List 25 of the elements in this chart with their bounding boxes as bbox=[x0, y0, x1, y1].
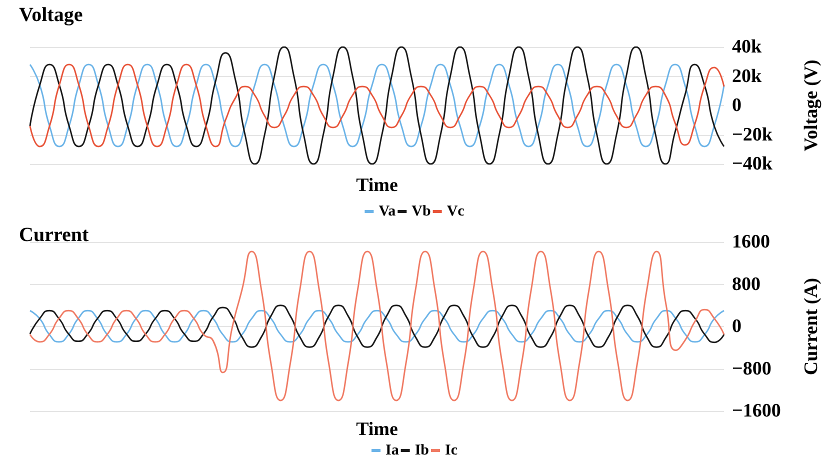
legend-label: Ic bbox=[445, 442, 458, 458]
y-tick-label: 0 bbox=[732, 95, 742, 116]
y-tick-label: −20k bbox=[732, 124, 773, 146]
y-tick-label: 0 bbox=[732, 316, 742, 337]
legend-label: Ia bbox=[385, 442, 400, 458]
x-axis-title: Time bbox=[356, 175, 398, 196]
y-tick-label: −1600 bbox=[732, 400, 781, 422]
chart-title: Voltage bbox=[19, 4, 83, 26]
y-axis-title: Current (A) bbox=[801, 278, 822, 376]
y-tick-label: 1600 bbox=[732, 232, 770, 252]
legend-label: Ib bbox=[414, 442, 430, 458]
legend-label: Vb bbox=[412, 204, 431, 220]
legend-label: Va bbox=[378, 204, 396, 220]
chart-title: Current bbox=[19, 224, 89, 246]
line-series bbox=[29, 64, 725, 148]
y-tick-label: −40k bbox=[732, 154, 773, 174]
line-series bbox=[29, 250, 725, 402]
y-axis-title: Voltage (V) bbox=[801, 60, 822, 152]
y-tick-label: 40k bbox=[732, 36, 762, 58]
legend-label: Vc bbox=[446, 204, 465, 220]
y-tick-label: 20k bbox=[732, 66, 762, 87]
line-series bbox=[29, 46, 725, 165]
x-axis-title: Time bbox=[356, 419, 398, 440]
y-tick-label: 800 bbox=[732, 274, 760, 295]
y-tick-label: −800 bbox=[732, 358, 772, 380]
